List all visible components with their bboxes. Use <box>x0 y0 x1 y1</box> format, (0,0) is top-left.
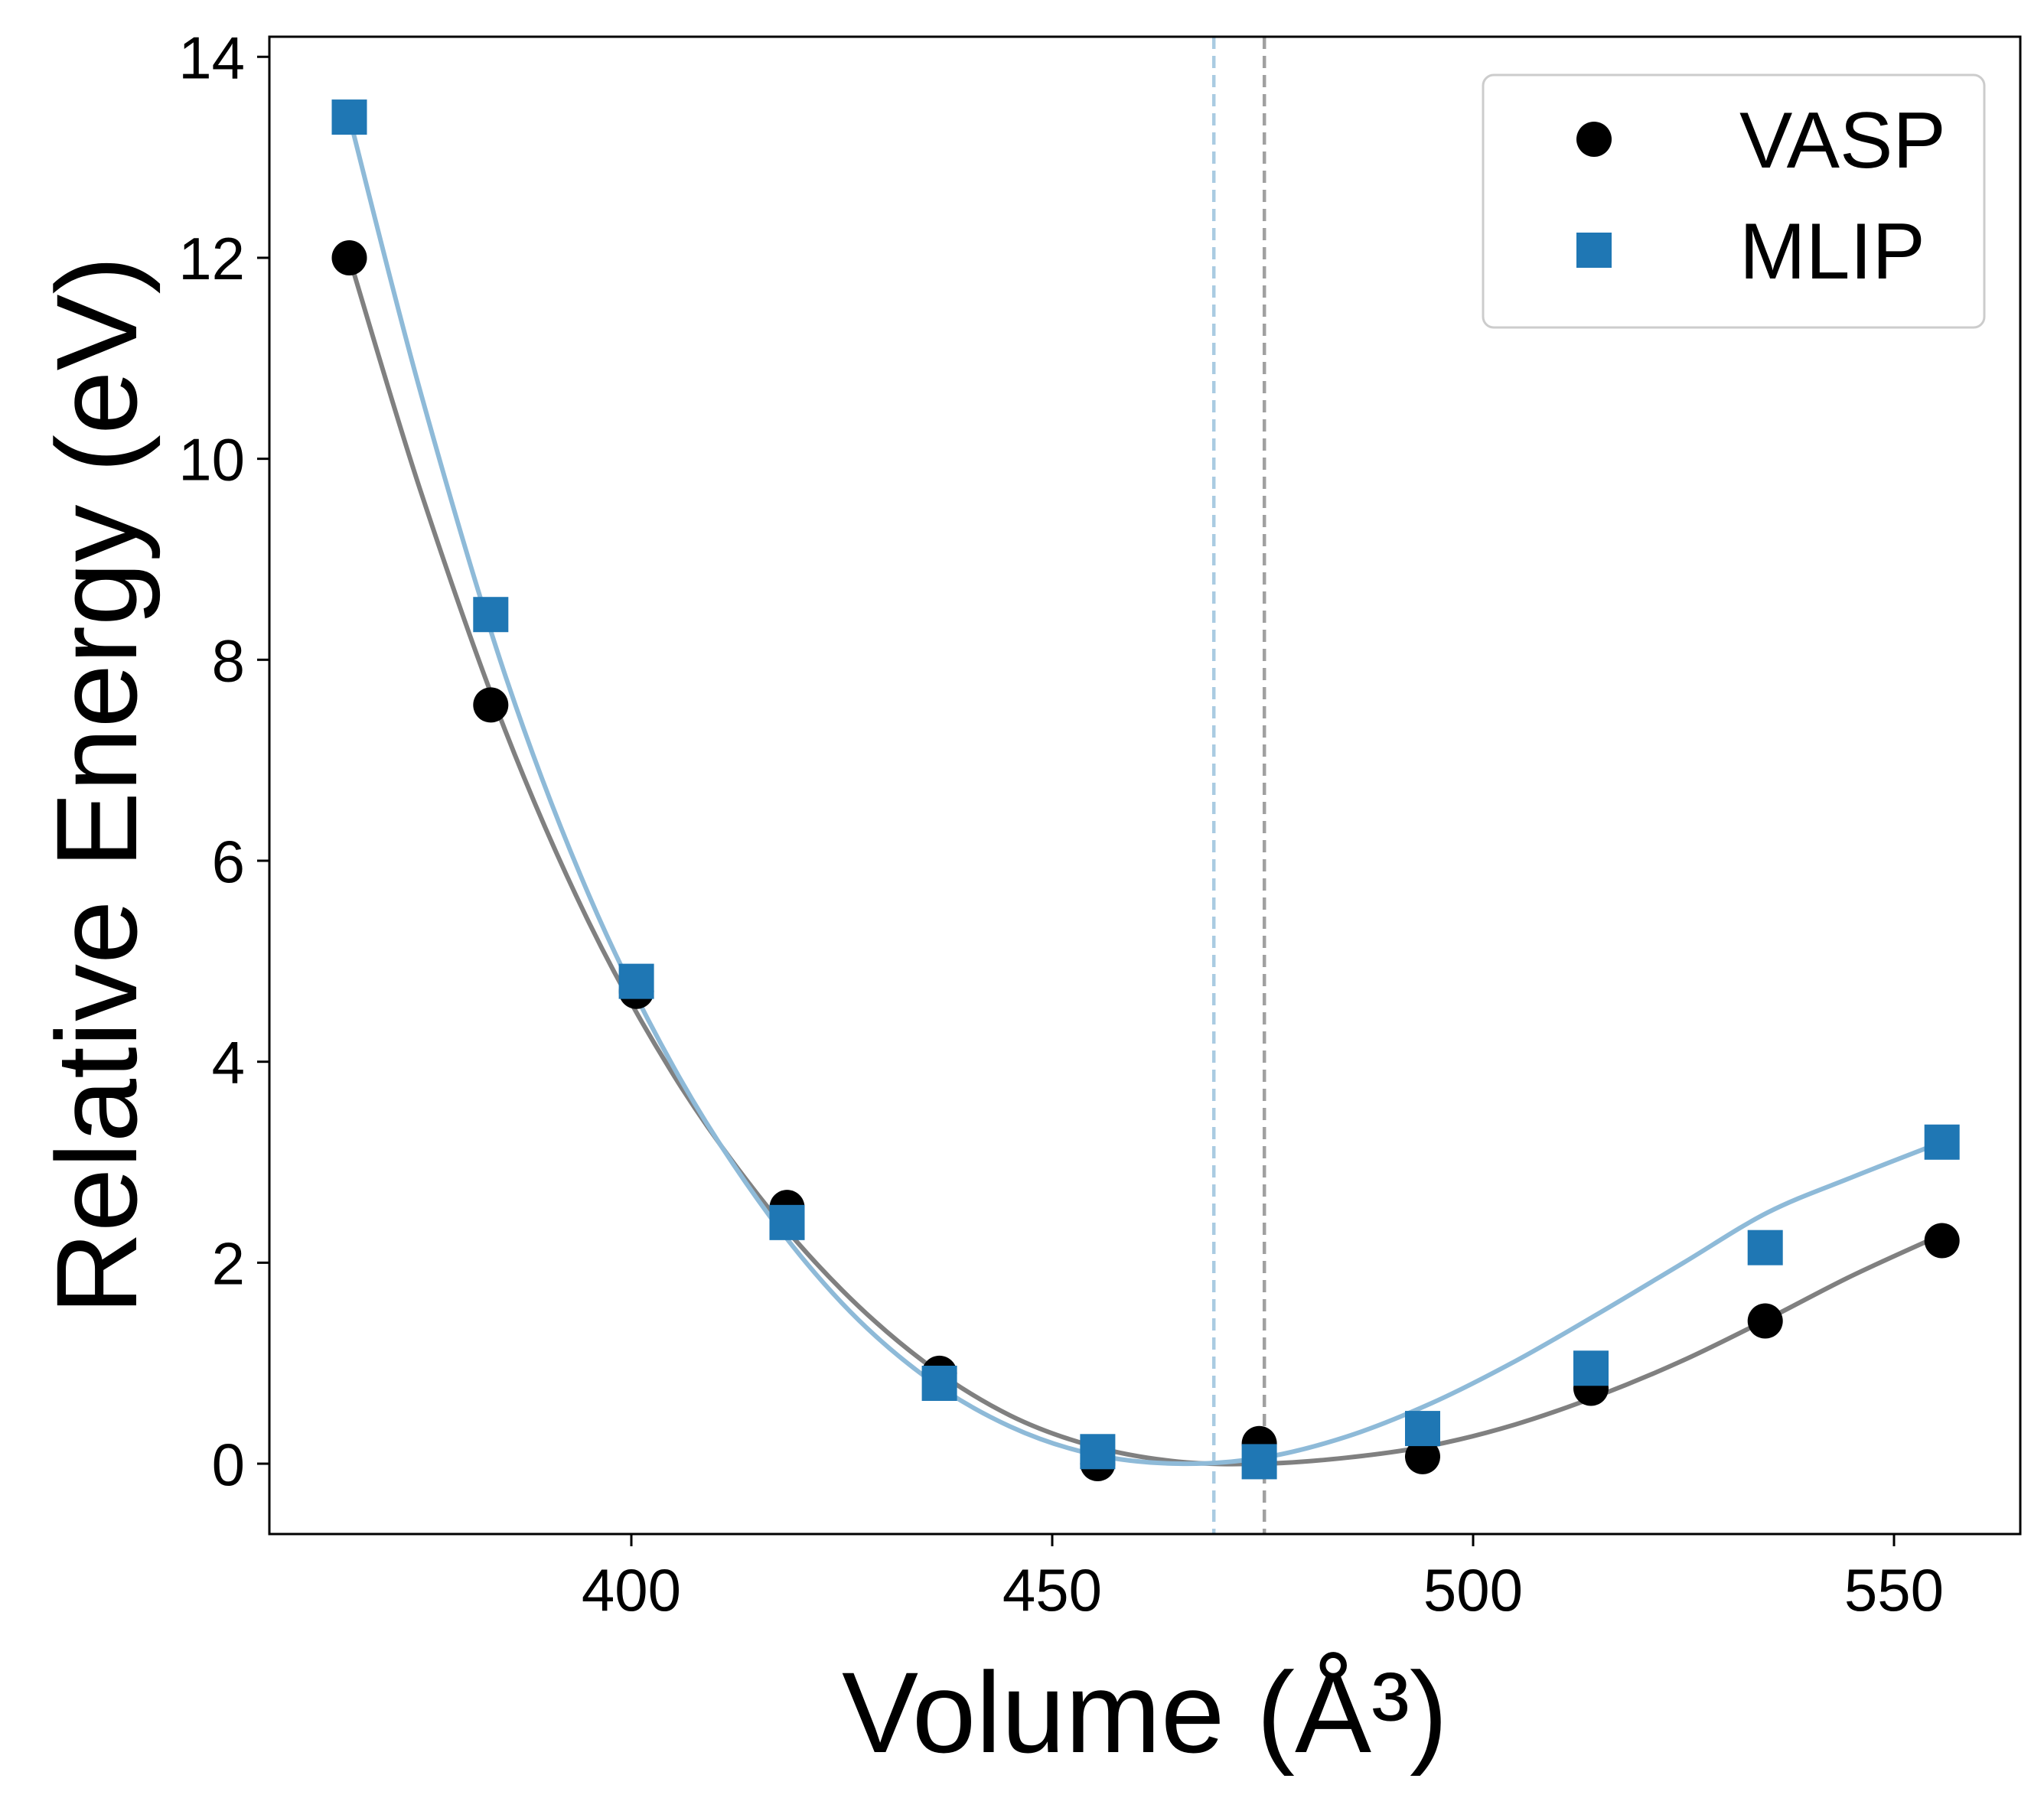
y-tick-label: 6 <box>212 828 245 895</box>
fit-curves <box>347 116 1943 1467</box>
legend: VASP MLIP <box>1482 73 1986 329</box>
x-tick-label: 450 <box>1002 1556 1102 1624</box>
y-tick-label: 12 <box>178 225 245 292</box>
y-tick-label: 14 <box>178 24 245 91</box>
point-mlip <box>331 99 367 135</box>
x-tick-label: 400 <box>582 1556 681 1624</box>
min-volume-lines <box>1211 37 1266 1534</box>
point-mlip <box>1924 1124 1960 1160</box>
point-mlip <box>473 597 509 633</box>
x-axis-label: Volume (Å³) <box>842 1648 1448 1777</box>
point-vasp <box>473 687 509 723</box>
point-mlip <box>1573 1350 1609 1386</box>
legend-label-vasp: VASP <box>1739 96 1946 185</box>
y-tick-label: 4 <box>212 1029 245 1096</box>
point-mlip <box>921 1365 957 1401</box>
plot-frame <box>268 35 2022 1536</box>
point-vasp <box>1924 1223 1960 1259</box>
fit-curve-mlip <box>347 116 1943 1467</box>
point-mlip <box>769 1204 805 1240</box>
y-tick-label: 10 <box>178 426 245 493</box>
y-tick-label: 2 <box>212 1230 245 1297</box>
point-mlip <box>1747 1230 1783 1265</box>
point-mlip <box>1080 1434 1116 1470</box>
x-tick-label: 550 <box>1844 1556 1944 1624</box>
data-markers <box>331 99 1960 1482</box>
point-vasp <box>331 239 367 275</box>
point-vasp <box>1405 1438 1440 1474</box>
fit-curve-vasp <box>347 257 1943 1467</box>
legend-marker-mlip <box>1576 233 1612 268</box>
y-tick-label: 0 <box>212 1431 245 1498</box>
legend-label-mlip: MLIP <box>1739 207 1925 296</box>
x-tick-label: 500 <box>1423 1556 1523 1624</box>
legend-marker-vasp <box>1576 122 1612 157</box>
axis-ticks: 400 450 500 550 0 2 4 6 8 10 12 14 <box>178 24 1944 1624</box>
point-mlip <box>1241 1444 1277 1480</box>
point-mlip <box>1405 1411 1440 1447</box>
y-tick-label: 8 <box>212 627 245 694</box>
point-vasp <box>1747 1303 1783 1339</box>
point-mlip <box>618 963 654 999</box>
y-axis-label: Relative Energy (eV) <box>32 256 161 1315</box>
